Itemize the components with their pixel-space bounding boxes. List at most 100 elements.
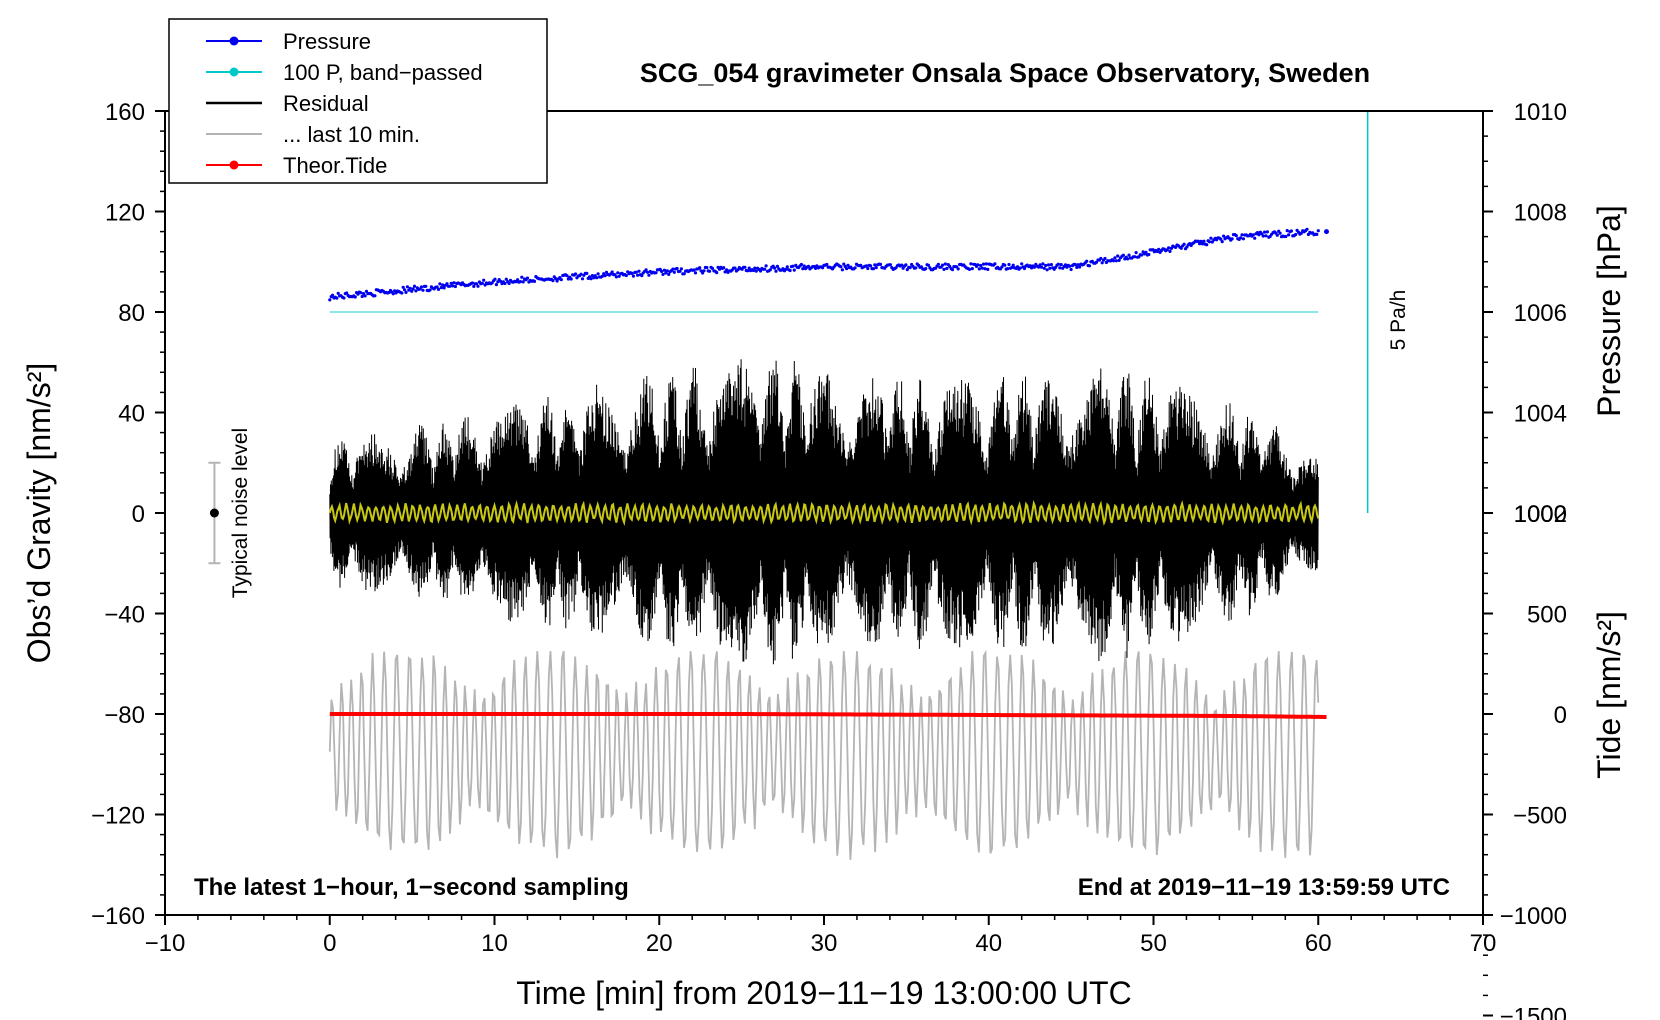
pressure-point <box>493 277 497 281</box>
pressure-point <box>1316 229 1320 233</box>
pressure-point <box>1253 236 1257 240</box>
pressure-point <box>1111 259 1116 263</box>
pressure-point <box>977 267 981 271</box>
tide-tick-label: 1000 <box>1514 501 1567 528</box>
pressure-point <box>784 267 788 271</box>
pressure-point <box>1121 253 1125 257</box>
x-tick-label: −10 <box>145 930 186 957</box>
pressure-point <box>1207 240 1212 244</box>
legend-label: 100 P, band−passed <box>283 60 483 85</box>
x-tick-label: 0 <box>323 930 336 957</box>
pressure-point <box>692 268 696 272</box>
pressure-point <box>792 268 796 272</box>
pressure-point <box>840 268 845 272</box>
pressure-point <box>1240 233 1244 237</box>
pressure-point <box>941 263 945 267</box>
chart-title: SCG_054 gravimeter Onsala Space Observat… <box>640 58 1370 88</box>
pressure-point <box>710 266 715 270</box>
pressure-point <box>637 269 641 273</box>
pressure-tick-label: 1004 <box>1514 401 1567 428</box>
pressure-point <box>1147 252 1151 257</box>
pressure-point <box>589 277 593 281</box>
pressure-point <box>630 271 634 275</box>
pressure-point <box>936 262 941 266</box>
pressure-point <box>979 263 983 268</box>
pressure-point <box>449 281 453 285</box>
pressure-point <box>866 266 870 271</box>
pressure-point <box>585 271 589 275</box>
pressure-point <box>914 266 918 270</box>
legend-label: Theor.Tide <box>283 153 387 178</box>
pressure-point <box>363 294 367 298</box>
pressure-point <box>342 296 346 300</box>
pressure-point <box>1275 233 1279 237</box>
y-tick-label: 120 <box>105 200 145 227</box>
pressure-point <box>360 294 364 299</box>
pressure-point <box>1103 256 1107 261</box>
pressure-point <box>675 266 679 271</box>
x-tick-label: 10 <box>481 930 508 957</box>
pressure-point <box>1085 259 1089 263</box>
pressure-tick-label: 1008 <box>1514 200 1567 227</box>
pressure-point <box>1045 268 1049 272</box>
pressure-point <box>1015 265 1020 269</box>
pressure-tick-label: 1010 <box>1514 99 1567 126</box>
pressure-point <box>1196 239 1200 243</box>
y-tick-label: 80 <box>118 300 145 327</box>
pressure-point <box>1263 230 1267 234</box>
pressure-point <box>482 278 486 282</box>
pressure-point <box>1287 233 1291 237</box>
pressure-point <box>1265 230 1269 234</box>
pressure-point <box>448 284 452 288</box>
pressure-point <box>846 263 850 267</box>
pressure-point <box>775 264 780 268</box>
pressure-point <box>520 275 524 279</box>
pressure-point <box>494 283 498 287</box>
pressure-point <box>904 263 908 267</box>
pressure-point <box>660 269 664 273</box>
pressure-point <box>662 268 667 272</box>
pressure-point <box>504 277 508 281</box>
pressure-point <box>708 269 712 273</box>
pressure-axis-label: Pressure [hPa] <box>1591 205 1627 417</box>
residual-smoothed-series <box>328 499 1320 527</box>
pressure-point <box>640 274 644 278</box>
pressure-point <box>986 267 990 271</box>
x-axis-label: Time [min] from 2019−11−19 13:00:00 UTC <box>516 975 1131 1011</box>
pressure-point <box>331 293 335 297</box>
pressure-point <box>503 281 507 286</box>
tide-axis-label: Tide [nm/s²] <box>1591 611 1627 779</box>
pressure-point <box>993 262 997 266</box>
pressure-point <box>1099 256 1103 261</box>
pressure-point <box>1049 263 1053 267</box>
pressure-point <box>969 262 973 266</box>
pressure-point <box>412 284 417 288</box>
pressure-point <box>445 282 449 286</box>
pressure-point <box>1048 266 1052 270</box>
pressure-point <box>439 286 443 290</box>
pressure-point <box>942 267 946 271</box>
pressure-point <box>722 266 726 270</box>
pressure-point <box>754 269 758 273</box>
pressure-point <box>661 272 665 276</box>
pressure-point <box>1007 262 1011 267</box>
pressure-point <box>1200 242 1205 246</box>
pressure-point <box>943 262 948 266</box>
legend-label: Residual <box>283 91 369 116</box>
pressure-point <box>667 272 671 276</box>
pressure-point <box>596 272 600 276</box>
x-tick-label: 20 <box>646 930 673 957</box>
annotation-bottom-right: End at 2019−11−19 13:59:59 UTC <box>1078 874 1450 901</box>
pressure-point <box>1179 246 1183 250</box>
pressure-point <box>1182 242 1186 246</box>
legend-box <box>168 18 548 184</box>
pressure-point <box>1140 253 1144 257</box>
pressure-point <box>1022 266 1027 271</box>
pressure-point <box>908 266 912 270</box>
pressure-point <box>1100 261 1104 265</box>
y-tick-label: −80 <box>104 702 145 729</box>
pressure-point <box>1114 259 1118 263</box>
pressure-point <box>1041 262 1045 266</box>
pressure-point <box>1046 263 1051 267</box>
